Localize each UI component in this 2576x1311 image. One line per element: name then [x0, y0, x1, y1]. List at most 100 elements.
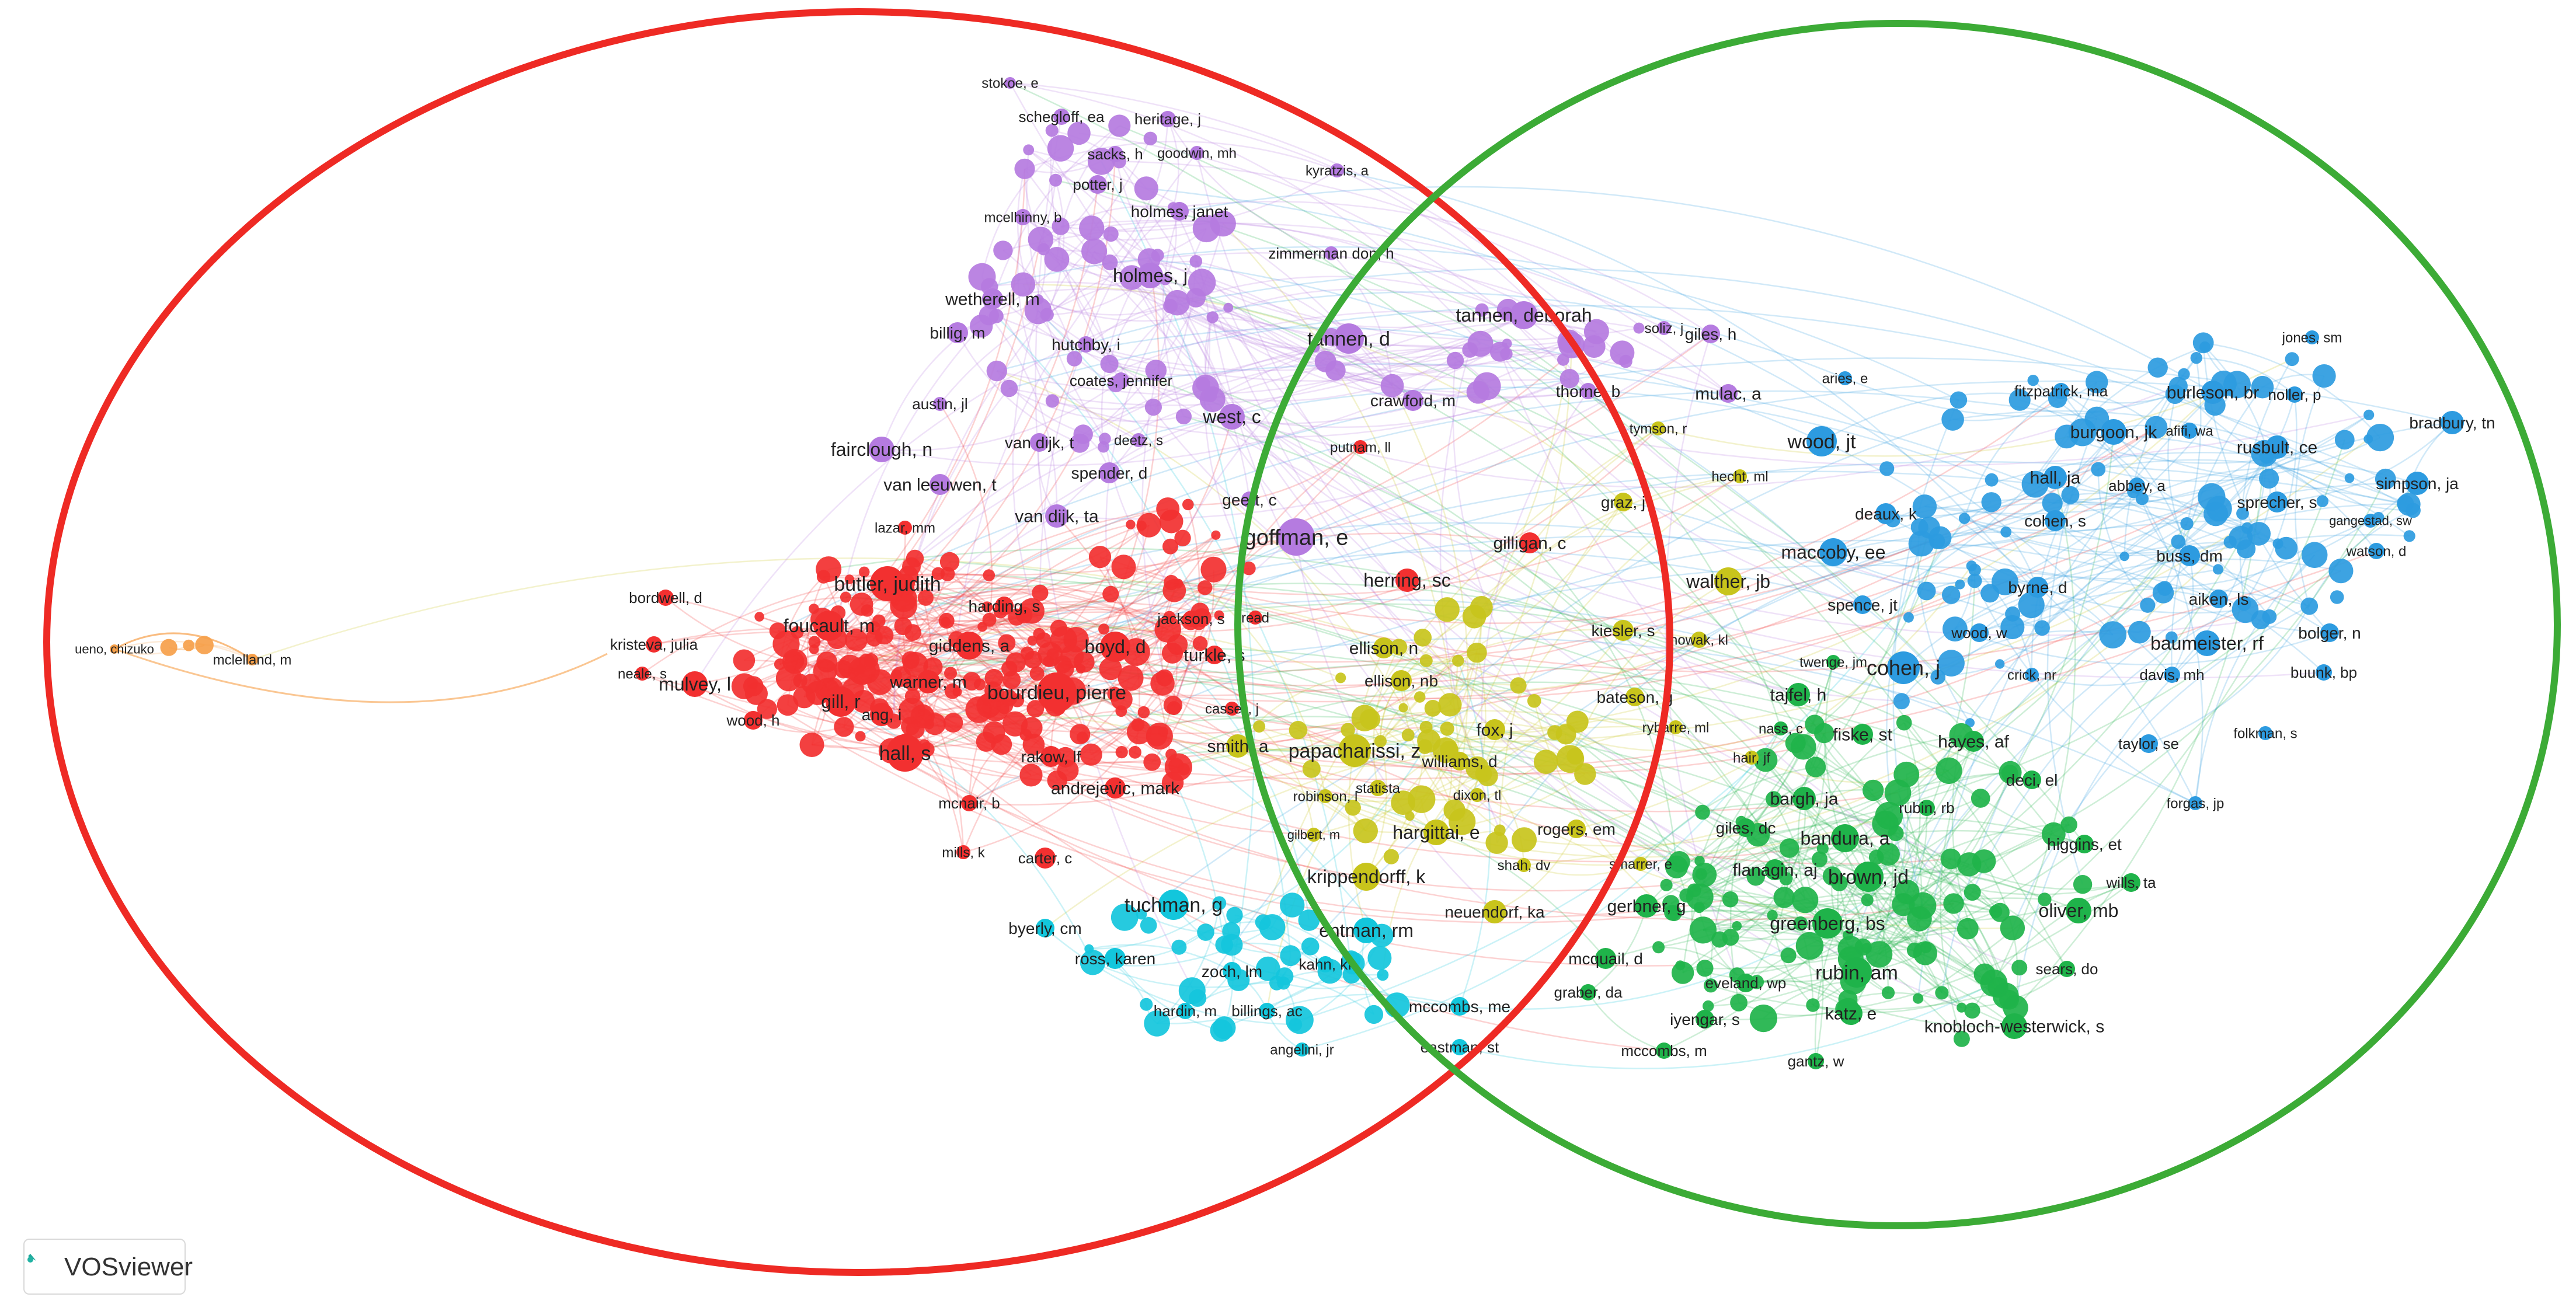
network-node-olive[interactable]	[1373, 637, 1394, 658]
network-node-olive[interactable]	[1691, 632, 1707, 648]
network-node-purple[interactable]	[1324, 246, 1338, 260]
network-node-red[interactable]	[917, 670, 940, 693]
network-node-red[interactable]	[886, 734, 924, 772]
network-node-green[interactable]	[1736, 818, 1755, 837]
network-node-blue[interactable]	[1853, 595, 1872, 614]
network-node-purple[interactable]	[1015, 209, 1031, 225]
network-node-olive[interactable]	[1614, 493, 1632, 511]
network-node-red[interactable]	[1183, 611, 1199, 627]
network-node-purple[interactable]	[933, 397, 947, 411]
network-node-red[interactable]	[1248, 611, 1262, 625]
network-node-purple[interactable]	[1088, 175, 1107, 194]
network-node-blue[interactable]	[2044, 466, 2067, 489]
network-node-red[interactable]	[870, 703, 893, 726]
network-node-purple[interactable]	[1004, 77, 1016, 89]
network-node-purple[interactable]	[1219, 404, 1245, 430]
network-node-olive[interactable]	[1483, 900, 1506, 923]
network-node-red[interactable]	[744, 711, 763, 730]
network-node-red[interactable]	[682, 671, 708, 697]
network-node-blue[interactable]	[2305, 330, 2319, 344]
network-node-purple[interactable]	[1107, 146, 1123, 162]
network-node-blue[interactable]	[2267, 491, 2288, 512]
network-node-red[interactable]	[1040, 746, 1061, 767]
network-node-orange[interactable]	[110, 644, 119, 654]
network-node-green[interactable]	[2022, 770, 2041, 789]
network-node-red[interactable]	[955, 632, 983, 660]
network-node-olive[interactable]	[1338, 734, 1371, 767]
network-node-red[interactable]	[657, 590, 674, 606]
network-node-green[interactable]	[1736, 974, 1755, 992]
network-node-blue[interactable]	[2194, 630, 2220, 656]
network-node-blue[interactable]	[2286, 386, 2303, 403]
network-node-red[interactable]	[1105, 777, 1126, 799]
network-node-blue[interactable]	[2164, 667, 2180, 683]
network-node-green[interactable]	[1826, 655, 1840, 669]
network-node-green[interactable]	[2001, 1013, 2027, 1039]
network-node-blue[interactable]	[2101, 419, 2126, 445]
network-node-cyan[interactable]	[1036, 919, 1054, 937]
network-node-blue[interactable]	[1819, 538, 1847, 566]
network-node-olive[interactable]	[1651, 421, 1665, 435]
network-node-cyan[interactable]	[1158, 890, 1189, 920]
network-node-green[interactable]	[1764, 859, 1785, 880]
network-node-red[interactable]	[1205, 646, 1224, 664]
network-node-purple[interactable]	[1053, 109, 1070, 125]
network-node-blue[interactable]	[2129, 477, 2145, 494]
network-node-orange[interactable]	[246, 654, 258, 665]
network-node-red[interactable]	[961, 795, 977, 811]
network-node-blue[interactable]	[2406, 472, 2429, 495]
network-node-green[interactable]	[1852, 724, 1873, 745]
network-node-green[interactable]	[1580, 984, 1596, 1000]
network-node-purple[interactable]	[982, 288, 1003, 309]
network-node-green[interactable]	[1656, 1042, 1672, 1059]
network-node-red[interactable]	[1100, 632, 1130, 662]
network-node-red[interactable]	[1395, 569, 1419, 592]
network-node-blue[interactable]	[2053, 383, 2069, 399]
network-node-blue[interactable]	[2025, 668, 2039, 682]
network-node-purple[interactable]	[1402, 390, 1423, 411]
network-node-red[interactable]	[870, 566, 905, 601]
network-node-olive[interactable]	[1484, 719, 1505, 740]
network-node-olive[interactable]	[1745, 751, 1759, 765]
network-node-blue[interactable]	[1887, 651, 1920, 684]
network-node-purple[interactable]	[1580, 383, 1596, 399]
network-node-cyan[interactable]	[1450, 997, 1469, 1016]
network-node-olive[interactable]	[1733, 469, 1747, 483]
network-node-olive[interactable]	[1634, 857, 1648, 871]
network-node-red[interactable]	[1035, 848, 1056, 869]
network-node-olive[interactable]	[1450, 752, 1469, 770]
network-node-olive[interactable]	[1391, 670, 1412, 691]
network-node-olive[interactable]	[1423, 820, 1449, 845]
network-node-red[interactable]	[826, 686, 856, 717]
network-node-blue[interactable]	[2027, 577, 2048, 598]
network-node-olive[interactable]	[1307, 828, 1321, 842]
network-node-green[interactable]	[1963, 731, 1984, 752]
network-node-green[interactable]	[1787, 683, 1810, 706]
network-node-green[interactable]	[1812, 908, 1843, 939]
network-node-olive[interactable]	[1567, 820, 1586, 838]
network-node-cyan[interactable]	[1353, 918, 1379, 943]
network-node-red[interactable]	[1225, 702, 1239, 716]
network-node-red[interactable]	[814, 611, 844, 641]
network-node-cyan[interactable]	[1223, 962, 1241, 981]
network-node-purple[interactable]	[1277, 518, 1315, 556]
network-node-red[interactable]	[646, 636, 662, 653]
network-node-blue[interactable]	[2320, 623, 2339, 642]
network-node-olive[interactable]	[1352, 863, 1380, 891]
network-node-blue[interactable]	[2139, 734, 2158, 753]
network-node-olive[interactable]	[1669, 720, 1683, 734]
network-node-green[interactable]	[1842, 957, 1872, 988]
network-node-purple[interactable]	[1030, 433, 1049, 452]
network-node-cyan[interactable]	[1295, 1042, 1309, 1057]
network-node-green[interactable]	[1808, 1053, 1824, 1069]
network-node-olive[interactable]	[1517, 858, 1531, 872]
network-node-red[interactable]	[635, 667, 649, 681]
network-node-red[interactable]	[898, 521, 912, 535]
network-node-green[interactable]	[2066, 898, 2091, 923]
network-node-blue[interactable]	[2209, 590, 2228, 608]
network-node-red[interactable]	[1519, 532, 1540, 553]
network-node-green[interactable]	[1595, 948, 1616, 969]
network-node-blue[interactable]	[2368, 543, 2384, 559]
network-node-purple[interactable]	[869, 437, 894, 462]
network-node-blue[interactable]	[2188, 796, 2202, 810]
